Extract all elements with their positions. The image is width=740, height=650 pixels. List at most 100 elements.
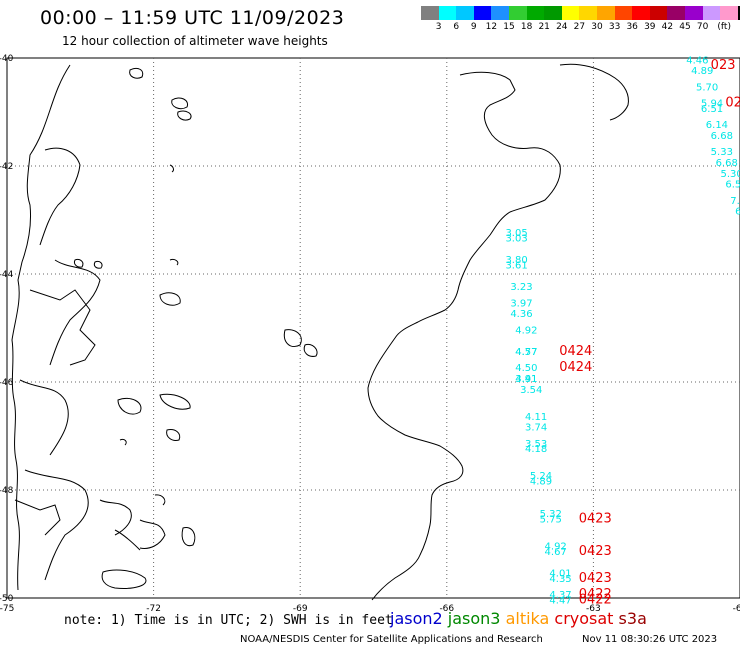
- coastline-argentina: [367, 63, 629, 601]
- scale-swatch: [456, 6, 474, 20]
- swh-value-label: 6.68: [711, 131, 733, 142]
- coastline-path: [11, 64, 71, 591]
- swh-value-label: 5.32: [540, 509, 562, 520]
- scale-swatch: [737, 6, 740, 20]
- color-scale: [421, 6, 740, 20]
- map-grid: -75 -72 -69 -66 -63 -60 -40 -42 -44 -46 -48 -50: [0, 54, 740, 614]
- page-subtitle: 12 hour collection of altimeter wave hei…: [62, 34, 328, 48]
- swh-value-label: 6.51: [701, 104, 723, 115]
- credit-timestamp: Nov 11 08:30:26 UTC 2023: [582, 634, 718, 645]
- swh-value-label: 4.46: [686, 55, 708, 66]
- swh-value-label: 5.75: [540, 514, 562, 525]
- scale-swatch: [649, 6, 668, 20]
- satellite-legend-s3a: s3a: [618, 609, 647, 628]
- scale-swatch: [720, 6, 738, 20]
- scale-swatch: [632, 6, 650, 20]
- swh-value-label: 4.41: [515, 374, 537, 385]
- swh-value-label: 5.24: [530, 471, 552, 482]
- lat-tick-label: -50: [0, 594, 14, 604]
- scale-label: 3: [435, 22, 442, 32]
- scale-label: 9: [470, 22, 477, 32]
- swh-value-label: 5.94: [701, 99, 723, 110]
- swh-value-label: 4.47: [549, 595, 571, 606]
- swh-value-label: 6.14: [706, 120, 728, 131]
- lon-tick-label: -72: [146, 604, 161, 614]
- lat-tick-label: -44: [0, 270, 14, 280]
- pass-time-label: 0423: [579, 571, 612, 586]
- swh-value-label: 3.97: [510, 298, 532, 309]
- swh-value-label: 4.57: [515, 347, 537, 358]
- swh-value-label: 4.89: [691, 66, 713, 77]
- scale-swatch: [421, 6, 439, 20]
- swh-value-label: 3.03: [505, 234, 527, 245]
- scale-swatch: [438, 6, 457, 20]
- swh-value-label: 5.33: [711, 147, 733, 158]
- pass-time-label: 0424: [559, 344, 592, 359]
- satellite-legend-jason3: jason3: [447, 609, 506, 628]
- scale-label: (ft): [717, 22, 731, 32]
- swh-value-label: 3.53: [525, 439, 547, 450]
- lon-tick-label: -63: [586, 604, 601, 614]
- swh-value-label: 4.50: [515, 363, 537, 374]
- swh-value-label: 6.59: [725, 180, 740, 191]
- scale-label: 33: [608, 22, 621, 32]
- coastline-path: [367, 71, 561, 601]
- swh-value-label: 4.92: [545, 541, 567, 552]
- scale-swatch: [561, 6, 580, 20]
- scale-swatch: [473, 6, 492, 20]
- swh-value-label: 3.23: [510, 282, 532, 293]
- scale-swatch: [596, 6, 615, 20]
- swh-value-label: 4.18: [525, 444, 547, 455]
- scale-label: 27: [573, 22, 586, 32]
- swh-value-label: 6.2: [735, 207, 740, 218]
- scale-label: 42: [661, 22, 674, 32]
- map-frame: [6, 57, 740, 599]
- swh-value-label: 3.74: [525, 423, 547, 434]
- pass-time-label: 02: [725, 96, 740, 111]
- swh-value-label: 3.54: [520, 385, 542, 396]
- pass-time-label: 0423: [579, 544, 612, 559]
- scale-label: 12: [485, 22, 498, 32]
- lon-tick-label: -60: [733, 604, 740, 614]
- swh-value-label: 5.30: [720, 169, 740, 180]
- pass-time-label: 023: [711, 58, 736, 73]
- scale-swatch: [579, 6, 597, 20]
- lat-tick-label: -42: [0, 162, 13, 172]
- swh-value-label: 4.11: [525, 412, 547, 423]
- lat-tick-label: -46: [0, 378, 14, 388]
- scale-swatch: [667, 6, 685, 20]
- scale-label: 15: [503, 22, 515, 32]
- scale-label: 30: [591, 22, 603, 32]
- satellite-legend: jason2 jason3 altika cryosat s3a: [390, 609, 647, 628]
- lon-tick-label: -75: [0, 604, 14, 614]
- swh-value-label: 3.05: [505, 228, 527, 239]
- pass-time-label: 0424: [559, 360, 592, 375]
- scale-swatch: [702, 6, 721, 20]
- lon-tick-label: -66: [439, 604, 454, 614]
- scale-label: 18: [520, 22, 533, 32]
- swh-value-label: 4.35: [549, 574, 571, 585]
- swh-value-label: 4.67: [545, 547, 567, 558]
- page-title: 00:00 – 11:59 UTC 11/09/2023: [40, 7, 345, 29]
- scale-swatch: [491, 6, 509, 20]
- scale-label: 39: [644, 22, 656, 32]
- swh-value-label: 3.80: [505, 255, 527, 266]
- scale-swatch: [526, 6, 545, 20]
- satellite-legend-altika: altika: [505, 609, 555, 628]
- swh-value-label: 5.70: [696, 82, 718, 93]
- scale-label: 36: [626, 22, 638, 32]
- swh-value-label: 3.61: [505, 261, 527, 272]
- lat-tick-label: -48: [0, 486, 14, 496]
- swh-value-label: 4.36: [510, 309, 532, 320]
- satellite-legend-cryosat: cryosat: [554, 609, 619, 628]
- scale-swatch: [544, 6, 562, 20]
- scale-swatch: [684, 6, 703, 20]
- swh-value-label: 4.89: [530, 477, 552, 488]
- lon-tick-label: -69: [293, 604, 308, 614]
- scale-swatch: [508, 6, 527, 20]
- swh-value-label: 3.91: [515, 374, 537, 385]
- scale-label: 21: [538, 22, 550, 32]
- swh-value-label: 7.36: [730, 196, 740, 207]
- scale-label: 45: [679, 22, 691, 32]
